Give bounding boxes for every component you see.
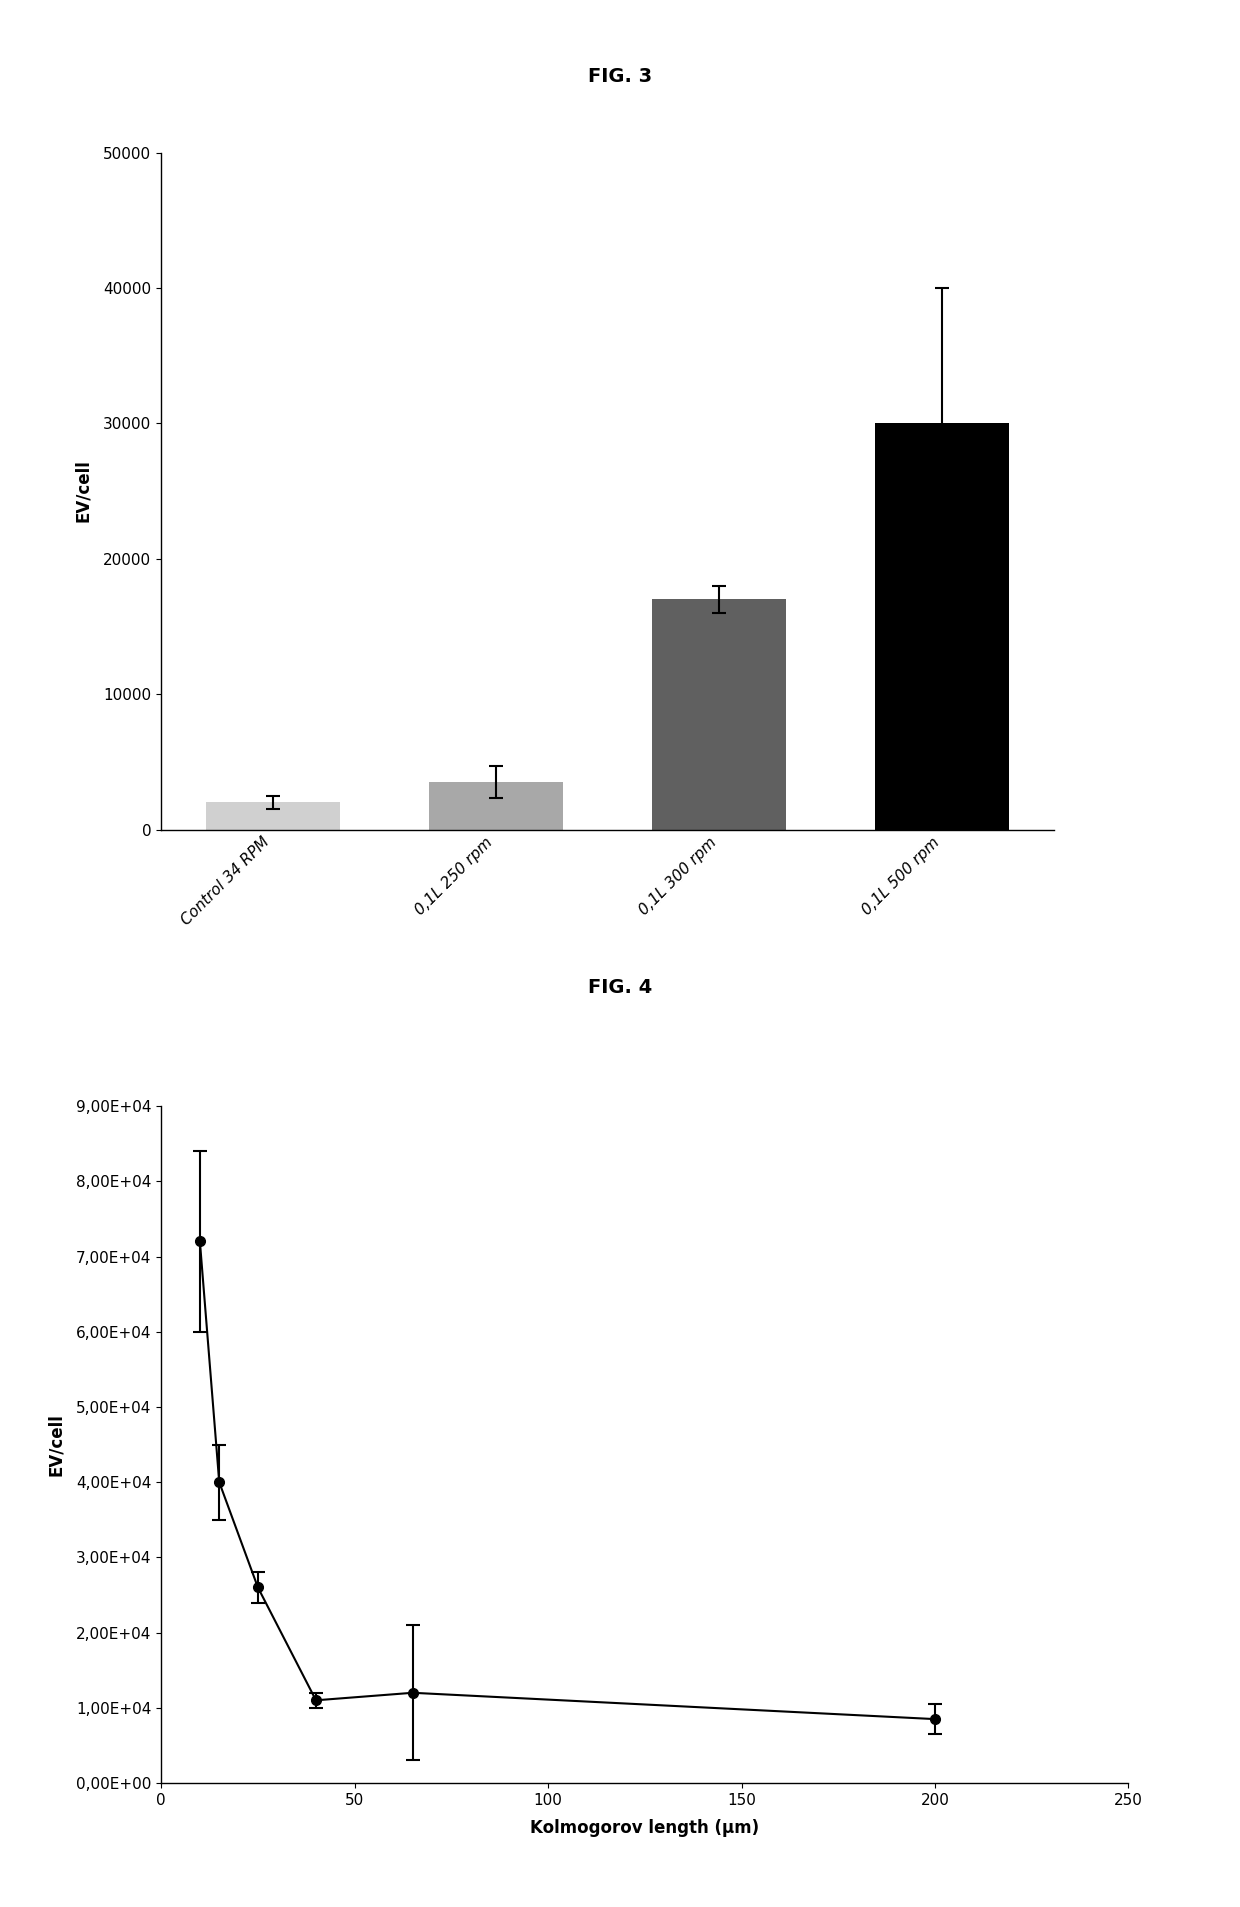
Bar [652, 599, 786, 830]
X-axis label: Kolmogorov length (μm): Kolmogorov length (μm) [531, 1819, 759, 1836]
Y-axis label: EV/cell: EV/cell [47, 1413, 64, 1476]
Bar [875, 423, 1009, 830]
Bar [206, 803, 340, 830]
Text: FIG. 3: FIG. 3 [588, 67, 652, 86]
Y-axis label: EV/cell: EV/cell [74, 460, 92, 523]
Text: FIG. 4: FIG. 4 [588, 978, 652, 997]
Bar [429, 782, 563, 830]
